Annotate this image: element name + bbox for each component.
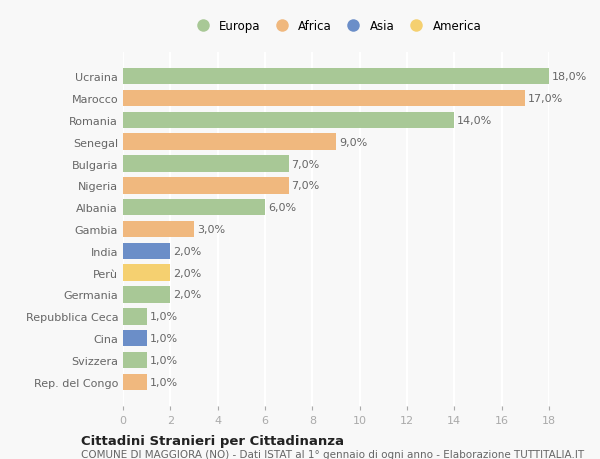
Text: 7,0%: 7,0% [292, 181, 320, 191]
Bar [123, 287, 170, 303]
Bar [123, 69, 549, 85]
Bar [123, 352, 146, 369]
Text: 3,0%: 3,0% [197, 224, 225, 235]
Text: 1,0%: 1,0% [149, 377, 178, 387]
Bar [123, 90, 526, 107]
Text: 2,0%: 2,0% [173, 290, 202, 300]
Text: 1,0%: 1,0% [149, 333, 178, 343]
Text: 18,0%: 18,0% [552, 72, 587, 82]
Text: 9,0%: 9,0% [339, 137, 367, 147]
Bar [123, 243, 170, 259]
Bar [123, 330, 146, 347]
Text: 17,0%: 17,0% [528, 94, 563, 104]
Bar [123, 265, 170, 281]
Text: COMUNE DI MAGGIORA (NO) - Dati ISTAT al 1° gennaio di ogni anno - Elaborazione T: COMUNE DI MAGGIORA (NO) - Dati ISTAT al … [81, 449, 584, 459]
Text: 2,0%: 2,0% [173, 268, 202, 278]
Text: Cittadini Stranieri per Cittadinanza: Cittadini Stranieri per Cittadinanza [81, 434, 344, 447]
Text: 14,0%: 14,0% [457, 116, 493, 126]
Text: 2,0%: 2,0% [173, 246, 202, 256]
Bar [123, 112, 454, 129]
Text: 6,0%: 6,0% [268, 203, 296, 213]
Text: 1,0%: 1,0% [149, 312, 178, 322]
Bar [123, 156, 289, 172]
Bar [123, 308, 146, 325]
Bar [123, 178, 289, 194]
Bar [123, 221, 194, 238]
Bar [123, 134, 336, 151]
Bar [123, 200, 265, 216]
Text: 7,0%: 7,0% [292, 159, 320, 169]
Legend: Europa, Africa, Asia, America: Europa, Africa, Asia, America [188, 18, 484, 36]
Bar [123, 374, 146, 390]
Text: 1,0%: 1,0% [149, 355, 178, 365]
